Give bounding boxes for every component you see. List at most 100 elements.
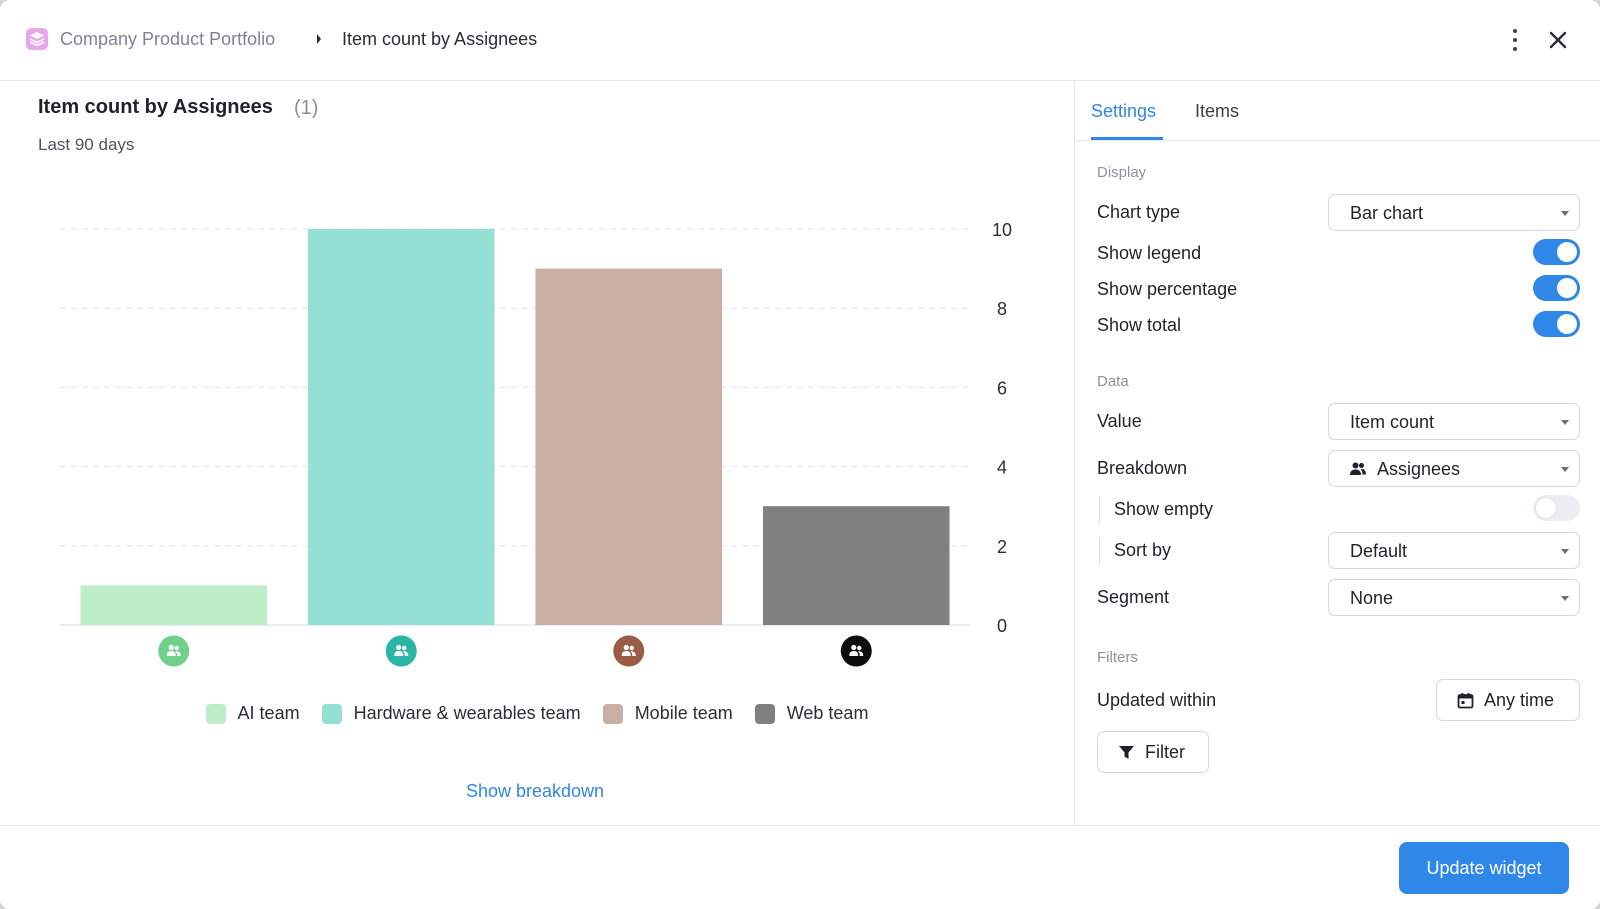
legend-label: Hardware & wearables team (353, 703, 581, 723)
show-total-label: Show total (1097, 315, 1182, 335)
segment-label: Segment (1097, 587, 1170, 607)
chevron-down-icon (1561, 596, 1569, 601)
updated-within-label: Updated within (1097, 690, 1217, 710)
team-icon-body (166, 651, 176, 656)
team-icon-body (630, 651, 636, 656)
chart-type-value: Bar chart (1350, 203, 1424, 223)
legend-swatch (205, 703, 226, 724)
team-icon (613, 635, 645, 667)
value-label: Value (1097, 411, 1142, 431)
legend-swatch (754, 703, 775, 724)
team-icon (840, 635, 872, 667)
show-total-toggle[interactable] (1533, 311, 1580, 337)
value-select-value: Item count (1350, 412, 1435, 432)
segment-value: None (1350, 588, 1394, 608)
chevron-down-icon (1561, 549, 1569, 554)
team-icon-body (849, 651, 859, 656)
team-icon-head (174, 645, 179, 651)
calendar-icon (1457, 692, 1474, 714)
legend-label: AI team (237, 703, 300, 723)
segment-select[interactable]: None (1328, 579, 1580, 616)
filter-icon (1118, 744, 1135, 766)
y-tick-label: 0 (997, 616, 1007, 636)
bar (535, 268, 723, 625)
filters-section-heading: Filters (1097, 649, 1138, 666)
chart-type-select[interactable]: Bar chart (1328, 194, 1580, 231)
legend-label: Web team (786, 703, 869, 723)
chart-type-label: Chart type (1097, 202, 1181, 222)
team-icon-body (394, 651, 404, 656)
team-icon-head (851, 644, 857, 651)
legend-label: Mobile team (634, 703, 733, 723)
breakdown-label: Breakdown (1097, 458, 1188, 478)
team-icon-body (403, 651, 409, 656)
layers-icon (26, 28, 48, 50)
bar-chart: 0 2 4 6 8 10 (60, 220, 1012, 667)
chart-title: Item count by Assignees (38, 96, 273, 118)
team-icon-head (402, 645, 407, 651)
settings-tabs: Settings Items (1075, 81, 1600, 141)
more-vertical-icon[interactable] (1505, 24, 1525, 56)
team-icon-body (621, 651, 631, 656)
breakdown-select[interactable]: Assignees (1328, 450, 1580, 487)
modal-header: Company Product Portfolio Item count by … (0, 0, 1600, 81)
sort-by-label: Sort by (1114, 540, 1172, 560)
chevron-down-icon (1561, 467, 1569, 472)
indent-guide (1099, 537, 1100, 565)
legend-swatch (602, 703, 623, 724)
chart-date-range: Last 90 days (38, 135, 135, 154)
show-percentage-toggle[interactable] (1533, 275, 1580, 301)
team-icon (1349, 461, 1367, 482)
bar (80, 585, 268, 625)
updated-within-button[interactable]: Any time (1436, 679, 1580, 721)
y-tick-label: 10 (992, 220, 1012, 240)
team-icon-body (858, 651, 864, 656)
display-section-heading: Display (1097, 164, 1147, 181)
chevron-down-icon (1561, 420, 1569, 425)
chevron-right-icon (315, 32, 323, 50)
legend-swatch (321, 703, 342, 724)
chevron-down-icon (1561, 211, 1569, 216)
sort-by-select[interactable]: Default (1328, 532, 1580, 569)
filter-button[interactable]: Filter (1097, 731, 1209, 773)
show-percentage-label: Show percentage (1097, 279, 1238, 299)
chart-legend: AI team Hardware & wearables team Mobile t… (0, 703, 1074, 724)
team-icon-head (623, 644, 629, 651)
team-icon (385, 635, 417, 667)
legend-item[interactable]: AI team (205, 703, 300, 724)
team-icon (158, 635, 190, 667)
show-empty-label: Show empty (1114, 499, 1214, 519)
data-section-heading: Data (1097, 373, 1129, 390)
value-select[interactable]: Item count (1328, 403, 1580, 440)
update-widget-button[interactable]: Update widget (1399, 842, 1569, 894)
tab-items[interactable]: Items (1195, 101, 1240, 121)
sort-by-value: Default (1350, 541, 1408, 561)
indent-guide (1099, 496, 1100, 524)
team-icon-head (857, 645, 862, 651)
chart-item-count: (1) (294, 97, 319, 119)
team-icon-head (629, 645, 634, 651)
filter-button-label: Filter (1145, 742, 1185, 762)
y-tick-label: 6 (997, 378, 1007, 398)
settings-panel: Settings Items Display Chart type Bar ch… (1074, 81, 1600, 825)
y-tick-label: 2 (997, 537, 1007, 557)
y-tick-label: 4 (997, 458, 1007, 478)
chart-panel: Item count by Assignees (1) Last 90 days… (0, 81, 1074, 825)
bar (307, 229, 495, 625)
active-tab-indicator (1091, 137, 1163, 140)
show-empty-toggle[interactable] (1533, 495, 1580, 521)
legend-item[interactable]: Mobile team (602, 703, 733, 724)
show-legend-toggle[interactable] (1533, 239, 1580, 265)
legend-item[interactable]: Hardware & wearables team (321, 703, 581, 724)
breadcrumb-current: Item count by Assignees (342, 29, 538, 49)
breakdown-select-value: Assignees (1377, 459, 1461, 479)
modal-footer: Update widget (0, 825, 1600, 909)
show-breakdown-link[interactable]: Show breakdown (465, 781, 605, 801)
tab-settings[interactable]: Settings (1091, 101, 1157, 121)
y-tick-label: 8 (997, 299, 1007, 319)
breadcrumb-parent-link[interactable]: Company Product Portfolio (60, 29, 276, 49)
legend-item[interactable]: Web team (754, 703, 869, 724)
close-icon[interactable] (1544, 26, 1572, 54)
team-icon-head (396, 644, 402, 651)
